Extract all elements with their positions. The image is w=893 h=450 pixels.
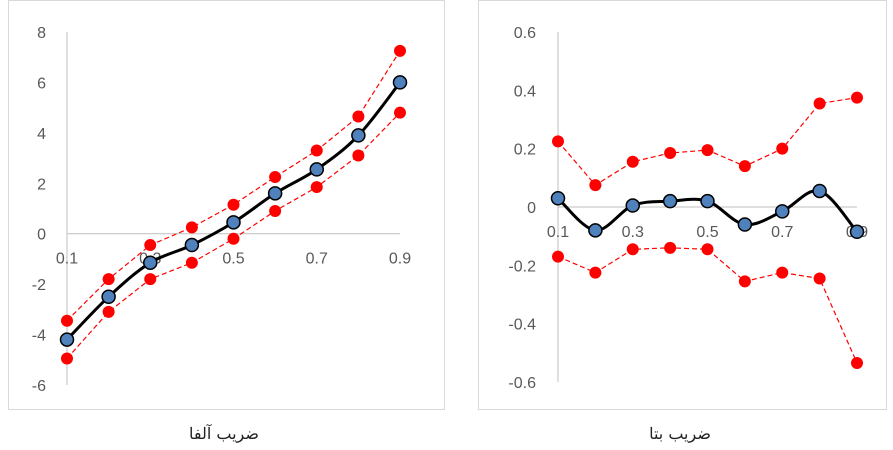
x-tick-label: 0.9 — [389, 251, 411, 268]
confidence-band-point — [552, 250, 564, 263]
confidence-band-point — [269, 170, 282, 183]
beta-chart: 0.60.40.20-0.2-0.4-0.60.10.30.50.70.9 — [478, 0, 887, 410]
confidence-band-point — [102, 273, 115, 286]
y-tick-label: 4 — [37, 126, 46, 143]
confidence-band-point — [352, 110, 365, 123]
central-estimate-point — [775, 204, 790, 219]
confidence-band-line — [66, 50, 401, 322]
confidence-band-line — [557, 247, 858, 364]
y-tick-label: -0.6 — [508, 375, 536, 392]
confidence-band-point — [310, 144, 323, 157]
central-estimate-point — [101, 289, 116, 304]
confidence-band-point — [738, 160, 751, 173]
confidence-band-point — [626, 155, 639, 168]
confidence-band-point — [144, 273, 157, 286]
confidence-band-point — [701, 144, 714, 157]
y-tick-label: -2 — [32, 277, 46, 294]
y-tick-label: 0.4 — [514, 83, 536, 100]
y-tick-label: 0.2 — [514, 142, 536, 159]
x-tick-label: 0.3 — [622, 224, 644, 241]
beta-caption: ضریب بتا — [649, 424, 711, 443]
y-tick-label: -4 — [32, 328, 46, 345]
central-estimate-point — [351, 128, 366, 143]
confidence-band-point — [310, 181, 323, 194]
central-estimate-point — [267, 186, 283, 201]
x-tick-label: 0.5 — [222, 251, 244, 268]
x-tick-label: 0.5 — [696, 224, 718, 241]
confidence-band-point — [144, 239, 157, 252]
confidence-band-point — [776, 266, 789, 279]
central-estimate-point — [737, 217, 753, 232]
confidence-band-point — [626, 243, 639, 256]
confidence-band-point — [394, 106, 406, 119]
confidence-band-point — [61, 314, 73, 327]
confidence-band-point — [352, 149, 365, 162]
confidence-band-point — [269, 205, 282, 218]
central-estimate-point — [588, 223, 603, 238]
confidence-band-point — [102, 305, 115, 318]
confidence-band-point — [394, 44, 406, 57]
y-tick-label: 2 — [37, 176, 46, 193]
central-estimate-point — [143, 255, 158, 270]
x-tick-label: 0.1 — [547, 224, 569, 241]
central-estimate-point — [309, 162, 324, 177]
confidence-band-point — [227, 232, 240, 245]
y-tick-label: -0.4 — [508, 317, 536, 334]
confidence-band-point — [851, 91, 863, 104]
central-estimate-point — [392, 75, 408, 90]
confidence-band-point — [813, 97, 826, 110]
chart-frame — [478, 0, 887, 410]
x-tick-label: 0.1 — [56, 251, 78, 268]
central-estimate-point — [812, 183, 827, 199]
y-tick-label: 0.6 — [514, 25, 536, 42]
central-estimate-point — [550, 191, 566, 206]
confidence-band-point — [664, 147, 677, 160]
central-estimate-point — [226, 215, 241, 230]
confidence-band-point — [851, 357, 863, 370]
confidence-band-point — [701, 243, 714, 256]
central-estimate-point — [700, 193, 715, 209]
y-tick-label: 0 — [527, 200, 536, 217]
y-tick-label: -0.2 — [508, 258, 536, 275]
central-estimate-point — [184, 237, 200, 253]
confidence-band-point — [227, 198, 240, 211]
alpha-caption: ضریب آلفا — [189, 424, 259, 443]
y-tick-label: -6 — [32, 378, 46, 395]
confidence-band-point — [589, 266, 602, 279]
y-tick-label: 6 — [37, 75, 46, 92]
confidence-band-point — [185, 221, 198, 234]
confidence-band-point — [813, 272, 826, 285]
y-tick-label: 0 — [37, 227, 46, 244]
chart-frame — [8, 0, 445, 410]
beta-chart-svg: 0.60.40.20-0.2-0.4-0.60.10.30.50.70.9 — [478, 0, 887, 410]
confidence-band-point — [589, 179, 602, 192]
y-tick-label: 8 — [37, 25, 46, 42]
central-estimate-point — [662, 193, 678, 209]
x-tick-label: 0.7 — [306, 251, 328, 268]
central-estimate-point — [59, 332, 75, 347]
x-tick-label: 0.7 — [771, 224, 793, 241]
central-estimate-point — [849, 224, 865, 240]
central-estimate-point — [625, 198, 640, 213]
confidence-band-point — [552, 135, 564, 148]
confidence-band-point — [61, 352, 73, 365]
confidence-band-point — [776, 142, 789, 155]
confidence-band-point — [738, 275, 751, 288]
confidence-band-point — [185, 256, 198, 269]
confidence-band-point — [664, 241, 677, 254]
